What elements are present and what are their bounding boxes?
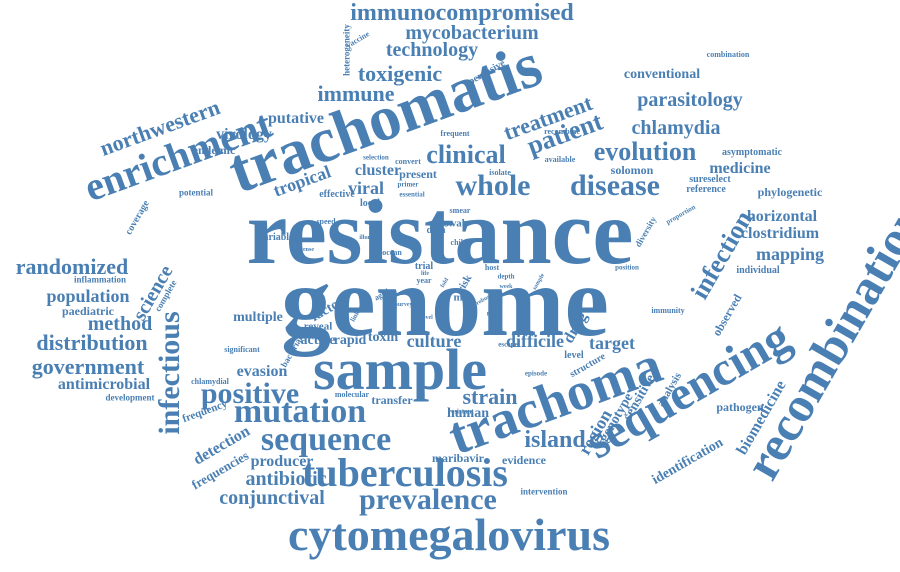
word: chlamydial [191,378,229,386]
word: illumina [359,235,380,241]
word: transfer [371,394,412,406]
word: maribavir [432,452,484,464]
word: conjunctival [219,488,325,508]
word: isolate [489,169,511,177]
word: position [615,265,639,272]
word: antibiotic [245,469,326,489]
word: prevalence [359,485,497,515]
word: host [485,264,499,272]
word: putative [268,111,324,127]
word: culture [407,332,462,350]
word: phylogenetic [758,186,823,198]
word: smear [450,207,471,215]
word: data [427,226,446,236]
word: solomon [611,164,654,176]
word: selection [363,155,389,162]
word: level [564,351,583,361]
word: mapping [756,245,824,263]
word: heterogeneity [343,24,352,76]
word: intense [296,247,314,253]
word: combination [707,51,750,59]
word: year [416,277,431,285]
word: significant [224,346,260,354]
word: recombine [544,128,580,136]
word: clostridium [741,226,819,242]
word: individual [736,266,779,276]
word: escape [498,342,517,349]
word: swab [444,219,468,230]
word: antiviral [516,225,522,247]
word: active [301,334,336,348]
word: novel [419,315,433,321]
word: diversity [634,215,659,249]
word: paediatric [62,305,114,317]
word: convert [395,158,421,166]
word: strain [463,386,518,408]
word: conventional [624,68,700,82]
word: government [32,356,144,378]
word: ocean [382,249,402,257]
word: chlamydia [632,118,721,138]
word: identification [650,436,726,488]
word: coverage [124,199,152,237]
word: molecular [335,391,369,399]
word: episode [525,371,547,378]
word: pathogen [716,401,763,413]
word: evolution [594,139,697,165]
word: most [487,311,501,318]
word: reference [686,185,726,195]
word: effective [319,190,355,200]
word: life [421,271,429,277]
word: multiple [233,311,283,325]
word: evidence [502,454,546,466]
word: immunity [651,307,684,315]
word: survey [396,302,413,308]
word: available [545,156,576,164]
word: rapid [334,334,367,348]
word: primer [398,182,419,189]
word: endemic [193,144,236,156]
word: present [399,168,437,180]
word: distribution [36,332,147,354]
word: infectious [155,311,185,434]
word: speed [316,218,335,226]
word: resistant [448,409,474,416]
word: child [451,239,468,247]
word: proportion [665,204,697,226]
word: intervention [521,488,568,497]
word: horizontal [747,209,817,225]
word: parasitology [637,90,743,110]
word: evasion [237,364,288,380]
word: island [524,428,585,452]
word: toxin [368,331,398,345]
word: asymptomatic [722,148,782,158]
word: target [589,334,635,352]
word: clinical [426,142,505,168]
word: inflammation [74,276,126,285]
word: variable [259,233,294,243]
word: potential [179,189,213,198]
word: virology [216,127,272,143]
word: antimicrobial [58,377,150,393]
word: depth [497,274,514,281]
word: local [360,199,380,209]
word: population [46,287,129,305]
word: cytomegalovirus [288,512,610,558]
word: essential [399,192,424,199]
word: frequent [440,130,469,138]
word: sequence [261,423,391,457]
word: week [500,284,513,290]
word: development [106,394,155,403]
